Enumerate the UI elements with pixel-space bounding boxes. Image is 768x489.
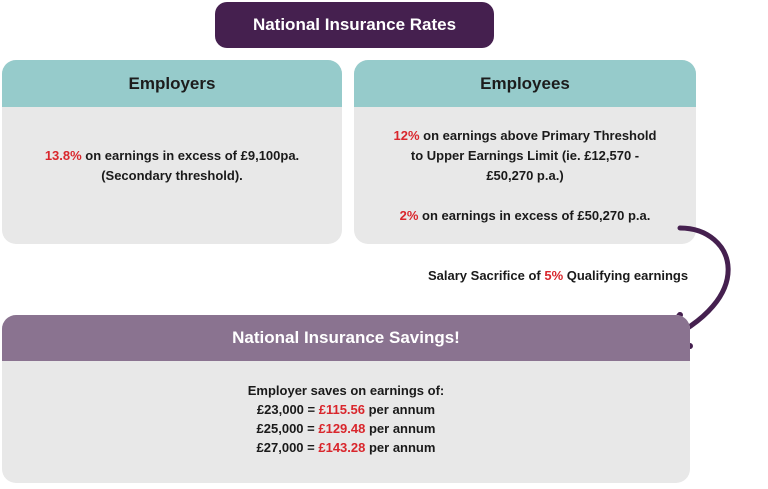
employers-rate: 13.8% xyxy=(44,148,82,163)
employees-rate1-line2: to Upper Earnings Limit (ie. £12,570 - xyxy=(410,148,640,163)
sacrifice-prefix: Salary Sacrifice of xyxy=(428,268,545,283)
employees-header: Employees xyxy=(354,60,696,107)
savings-row: £23,000 = £115.56 per annum xyxy=(2,400,690,419)
page-title: National Insurance Rates xyxy=(215,2,494,48)
savings-card: National Insurance Savings! Employer sav… xyxy=(2,315,690,483)
sacrifice-suffix: Qualifying earnings xyxy=(563,268,689,283)
employers-card: Employers 13.8% on earnings in excess of… xyxy=(2,60,342,244)
savings-earnings: £23,000 = xyxy=(256,402,319,417)
savings-amount: £129.48 xyxy=(318,421,366,436)
savings-intro: Employer saves on earnings of: xyxy=(247,383,445,398)
employees-rate1: 12% xyxy=(393,128,420,143)
savings-amount: £143.28 xyxy=(318,440,366,455)
savings-period: per annum xyxy=(365,440,436,455)
employees-rate2-text: on earnings in excess of £50,270 p.a. xyxy=(418,208,651,223)
employers-header: Employers xyxy=(2,60,342,107)
employees-body: 12% on earnings above Primary Threshold … xyxy=(354,107,696,226)
savings-period: per annum xyxy=(365,421,436,436)
employers-heading: Employers xyxy=(128,73,216,93)
employers-threshold-note: (Secondary threshold). xyxy=(101,168,243,183)
employees-heading: Employees xyxy=(480,73,570,93)
employers-rate-line: 13.8% on earnings in excess of £9,100pa. xyxy=(2,146,342,166)
employees-card: Employees 12% on earnings above Primary … xyxy=(354,60,696,244)
savings-body: Employer saves on earnings of: £23,000 =… xyxy=(2,361,690,457)
savings-row: £25,000 = £129.48 per annum xyxy=(2,419,690,438)
employees-rate2-line: 2% on earnings in excess of £50,270 p.a. xyxy=(354,206,696,226)
savings-row: £27,000 = £143.28 per annum xyxy=(2,438,690,457)
employees-rate2: 2% xyxy=(399,208,419,223)
page-title-text: National Insurance Rates xyxy=(252,15,457,34)
sacrifice-percent: 5% xyxy=(544,268,564,283)
savings-amount: £115.56 xyxy=(318,402,365,417)
employees-rate1-text: on earnings above Primary Threshold xyxy=(419,128,657,143)
savings-period: per annum xyxy=(365,402,436,417)
savings-header: National Insurance Savings! xyxy=(2,315,690,361)
employees-rate1-line3: £50,270 p.a.) xyxy=(486,168,564,183)
savings-earnings: £25,000 = xyxy=(256,421,319,436)
salary-sacrifice-label: Salary Sacrifice of 5% Qualifying earnin… xyxy=(428,268,688,283)
employees-rate1-line1: 12% on earnings above Primary Threshold xyxy=(354,126,696,146)
savings-earnings: £27,000 = xyxy=(256,440,319,455)
savings-heading: National Insurance Savings! xyxy=(232,328,460,347)
employers-rate-text: on earnings in excess of £9,100pa. xyxy=(81,148,300,163)
employers-body: 13.8% on earnings in excess of £9,100pa.… xyxy=(2,107,342,186)
